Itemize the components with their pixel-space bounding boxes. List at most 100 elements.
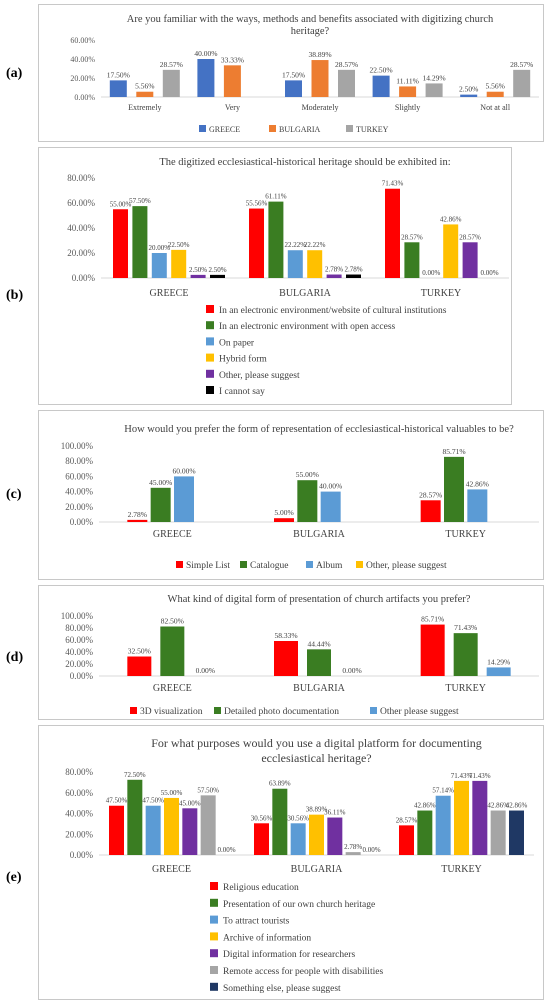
panel-label-b: (b) — [6, 288, 24, 303]
chart-e-legend-swatch — [210, 982, 218, 991]
chart-e-bar — [472, 780, 488, 855]
chart-b-bar — [113, 209, 128, 278]
chart-b-ytick-label: 80.00% — [67, 173, 95, 183]
chart-d-data-label: 0.00% — [196, 666, 215, 675]
chart-c-bar — [127, 519, 148, 522]
chart-b-bar — [385, 188, 400, 278]
chart-e-data-label: 72.50% — [124, 771, 146, 779]
chart-b-category-label: GREECE — [150, 288, 189, 299]
chart-b-bar — [307, 250, 323, 278]
chart-b-data-label: 2.50% — [208, 266, 226, 274]
chart-d-bar — [127, 656, 152, 676]
chart-a-legend-swatch — [346, 125, 353, 132]
chart-b-legend-swatch — [206, 305, 214, 313]
chart-d-data-label: 0.00% — [342, 666, 361, 675]
chart-c-data-label: 42.86% — [466, 479, 489, 488]
chart-e-legend-swatch — [210, 898, 218, 907]
chart-b-bar — [443, 224, 459, 278]
chart-e-bar — [254, 823, 269, 855]
chart-a-data-label: 40.00% — [194, 49, 217, 58]
chart-c-data-label: 40.00% — [319, 482, 342, 491]
chart-c-legend-label: Catalogue — [250, 561, 289, 571]
chart-c-legend-label: Simple List — [186, 561, 230, 571]
chart-b-data-label: 57.50% — [129, 197, 151, 205]
chart-e-data-label: 71.43% — [451, 772, 473, 780]
chart-b-legend-swatch — [206, 353, 214, 362]
chart-e-bar — [182, 808, 198, 855]
chart-e-data-label: 57.50% — [197, 786, 219, 794]
chart-e-data-label: 2.78% — [344, 843, 362, 851]
chart-b-legend-swatch — [206, 386, 214, 394]
chart-b-legend-label: In an electronic environment with open a… — [219, 322, 396, 332]
chart-a-data-label: 22.50% — [370, 66, 393, 75]
panel-label-e: (e) — [6, 870, 22, 885]
chart-e-ytick-label: 80.00% — [65, 767, 93, 777]
chart-a-legend-label: GREECE — [209, 125, 240, 134]
chart-b-bar — [171, 249, 187, 278]
chart-e-bar — [454, 780, 469, 855]
chart-b-data-label: 2.78% — [344, 266, 362, 274]
chart-a-bar — [399, 86, 417, 97]
chart-b-legend-label: Hybrid form — [219, 354, 267, 365]
chart-e-bar — [345, 852, 361, 855]
chart-b-bar — [346, 274, 361, 278]
chart-e-data-label: 42.86% — [506, 802, 528, 810]
chart-a-ytick-label: 20.00% — [70, 74, 95, 83]
chart-e-data-label: 0.00% — [217, 846, 235, 854]
chart-a-category-label: Very — [225, 103, 240, 112]
chart-b-bar — [132, 206, 148, 278]
chart-panel-b: The digitized ecclesiastical-historical … — [38, 147, 512, 405]
chart-c-category-label: BULGARIA — [293, 529, 345, 540]
chart-a-bar — [223, 65, 241, 97]
chart-d-category-label: TURKEY — [445, 683, 486, 694]
chart-a-bar — [197, 59, 215, 97]
chart-a-data-label: 2.50% — [459, 85, 478, 94]
chart-e-legend-swatch — [210, 966, 218, 974]
chart-e-legend-swatch — [210, 915, 218, 924]
chart-c-ytick-label: 20.00% — [65, 502, 93, 512]
chart-d-legend-label: 3D visualization — [140, 707, 203, 717]
chart-e-bar — [272, 788, 288, 855]
chart-e-legend-swatch — [210, 932, 218, 941]
chart-d-ytick-label: 20.00% — [65, 659, 93, 669]
chart-c-svg: How would you prefer the form of represe… — [61, 424, 539, 571]
chart-d-ytick-label: 40.00% — [65, 647, 93, 657]
chart-b-data-label: 22.22% — [304, 241, 326, 249]
chart-a-data-label: 14.29% — [423, 73, 446, 82]
chart-c-data-label: 2.78% — [128, 510, 147, 519]
chart-c-category-label: TURKEY — [445, 529, 486, 540]
chart-d-legend-label: Other please suggest — [380, 707, 459, 717]
chart-e-data-label: 55.00% — [161, 789, 183, 797]
chart-e-data-label: 30.56% — [287, 814, 309, 822]
chart-e-data-label: 28.57% — [396, 816, 418, 824]
chart-b-data-label: 0.00% — [422, 269, 440, 277]
chart-a-bar — [372, 75, 390, 97]
chart-d-ytick-label: 100.00% — [61, 611, 94, 621]
chart-d-bar — [274, 641, 298, 676]
chart-c-bar — [297, 480, 318, 522]
chart-e-bar — [399, 825, 414, 855]
chart-a-bar — [136, 91, 154, 97]
chart-c-ytick-label: 40.00% — [65, 487, 93, 497]
chart-b-data-label: 28.57% — [459, 233, 481, 241]
chart-a-category-label: Not at all — [480, 103, 511, 112]
chart-e-ytick-label: 60.00% — [65, 788, 93, 798]
chart-e-data-label: 57.14% — [432, 787, 454, 795]
chart-b-legend-swatch — [206, 337, 214, 346]
chart-b-ytick-label: 60.00% — [67, 198, 95, 208]
chart-c-bar — [467, 489, 488, 522]
chart-e-bar — [290, 823, 306, 855]
chart-c-bar — [150, 487, 171, 522]
chart-b-data-label: 61.11% — [265, 193, 286, 201]
chart-b-data-label: 0.00% — [480, 269, 498, 277]
chart-a-bar — [285, 80, 302, 97]
chart-panel-d: What kind of digital form of presentatio… — [38, 585, 544, 720]
chart-c-bar — [174, 476, 194, 522]
chart-a-bar — [338, 69, 355, 97]
chart-e-data-label: 36.11% — [324, 809, 345, 817]
chart-e-legend-label: Digital information for researchers — [223, 949, 355, 960]
chart-d-data-label: 14.29% — [487, 657, 510, 666]
chart-b-data-label: 20.00% — [149, 244, 171, 252]
chart-b-bar — [210, 274, 225, 278]
chart-d-svg: What kind of digital form of presentatio… — [61, 594, 539, 717]
